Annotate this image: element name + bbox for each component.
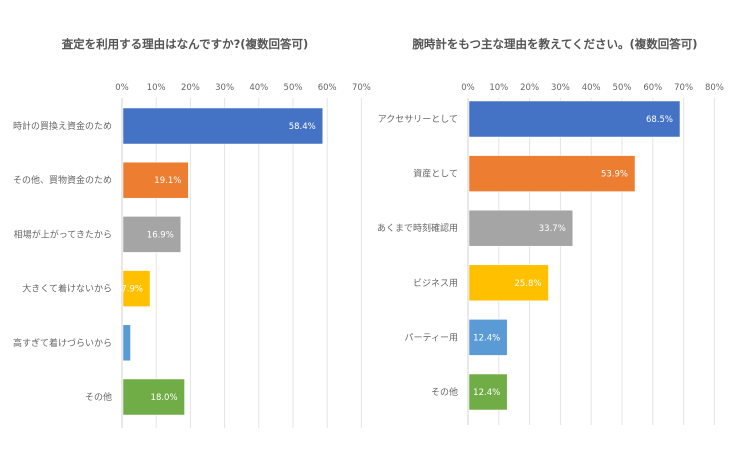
chart-2: 腕時計をもつ主な理由を教えてください。(複数回答可) 0% 10% 20% 30% 40%… <box>377 37 724 425</box>
x-tick-label: 40% <box>582 83 601 93</box>
bar <box>122 161 189 199</box>
data-label: 12.4% <box>473 388 500 398</box>
category-label: 時計の買換え資金のため <box>13 120 112 132</box>
bar <box>468 155 636 192</box>
chart-title: 腕時計をもつ主な理由を教えてください。(複数回答可) <box>412 37 697 51</box>
data-label: 58.4% <box>289 122 316 132</box>
data-label: 19.1% <box>154 176 181 186</box>
data-label: 33.7% <box>539 224 566 234</box>
bar <box>122 324 131 362</box>
bar <box>122 107 323 145</box>
data-label: 18.0% <box>151 393 178 403</box>
data-label: 12.4% <box>473 333 500 343</box>
category-label: その他、買物資金のため <box>13 174 112 186</box>
x-tick-label: 10% <box>489 83 508 93</box>
x-tick-label: 50% <box>284 83 303 93</box>
chart-1: 査定を利用する理由はなんですか?(複数回答可) 0% 10% 20% 30% 40% 50%… <box>13 37 371 428</box>
x-tick-label: 0% <box>461 83 475 93</box>
bar <box>122 270 151 307</box>
x-tick-label: 60% <box>643 83 662 93</box>
x-tick-label: 20% <box>181 83 200 93</box>
category-label: アクセサリーとして <box>378 114 458 125</box>
category-label: パーティー用 <box>405 332 458 343</box>
chart-title: 査定を利用する理由はなんですか?(複数回答可) <box>61 37 309 51</box>
category-label: 資産として <box>413 168 458 180</box>
bar <box>122 216 182 253</box>
bar <box>468 373 508 411</box>
x-tick-label: 60% <box>318 83 337 93</box>
category-label: 高すぎて着けづらいから <box>13 337 112 349</box>
category-label: あくまで時刻確認用 <box>377 222 458 234</box>
category-label: ビジネス用 <box>413 278 458 289</box>
x-tick-label: 20% <box>520 83 539 93</box>
x-tick-label: 80% <box>705 83 724 93</box>
x-tick-label: 70% <box>674 83 693 93</box>
x-tick-label: 50% <box>613 83 632 93</box>
bar <box>468 264 549 302</box>
bar <box>468 319 508 356</box>
category-label: 大きくて着けないから <box>22 283 112 295</box>
bar <box>468 100 681 138</box>
data-label: 68.5% <box>646 115 673 125</box>
x-tick-label: 40% <box>249 83 268 93</box>
data-label: 53.9% <box>601 170 628 180</box>
x-tick-label: 10% <box>147 83 166 93</box>
category-label: その他 <box>431 386 458 398</box>
x-tick-label: 30% <box>551 83 570 93</box>
data-label: 25.8% <box>514 279 541 289</box>
data-label: 7.9% <box>121 285 143 295</box>
x-tick-label: 30% <box>215 83 234 93</box>
x-tick-label: 70% <box>352 83 371 93</box>
bar <box>122 378 185 416</box>
category-label: 相場が上がってきたから <box>14 228 112 240</box>
x-tick-label: 0% <box>115 83 129 93</box>
bar <box>468 209 574 247</box>
data-label: 16.9% <box>147 230 174 240</box>
category-label: その他 <box>85 391 112 403</box>
